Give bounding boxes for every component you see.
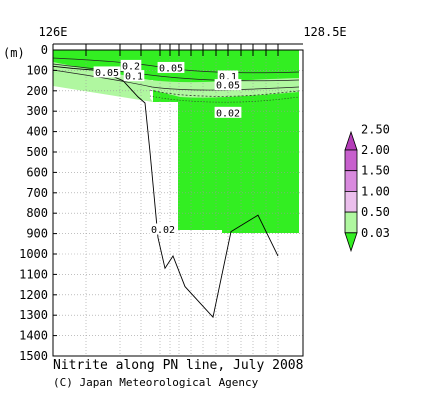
contour-label: 0.1 <box>219 72 237 83</box>
contour-label-bg <box>93 66 121 78</box>
contour-label: 0.02 <box>216 108 240 119</box>
colorbar-segment <box>344 149 358 172</box>
y-tick-label: 100 <box>26 63 48 77</box>
colorbar-label: 2.00 <box>361 143 390 157</box>
contour-label: 0.1 <box>125 72 143 83</box>
y-tick-label: 700 <box>26 186 48 200</box>
contour-label-bg <box>120 59 142 71</box>
contour-label: 0.05 <box>159 63 183 74</box>
plot-frame <box>52 49 304 357</box>
y-tick-label: 800 <box>26 206 48 220</box>
y-tick-label: 1200 <box>19 288 48 302</box>
colorbar-arrow-bottom <box>344 232 358 253</box>
contour-label: 0.2 <box>122 61 140 72</box>
contour-label-bg <box>214 106 242 118</box>
y-tick-label: 1300 <box>19 308 48 322</box>
contour-label-bg <box>214 79 242 91</box>
y-unit-label: (m) <box>3 46 25 60</box>
contour-label-bg <box>149 223 177 235</box>
colorbar-label: 1.00 <box>361 184 390 198</box>
top-axis-label-left: 126E <box>39 25 68 39</box>
colorbar-label: 0.03 <box>361 226 390 240</box>
y-tick-label: 200 <box>26 84 48 98</box>
y-tick-label: 1500 <box>19 349 48 363</box>
contour-0.02 <box>149 95 300 103</box>
colorbar-label: 1.50 <box>361 164 390 178</box>
contour-label-bg <box>123 70 145 82</box>
colorbar: 0.03 0.50 1.00 1.50 2.00 2.50 <box>344 122 390 253</box>
colorbar-segment <box>344 190 358 213</box>
y-tick-label: 300 <box>26 104 48 118</box>
y-tick-label: 900 <box>26 227 48 241</box>
colorbar-segment <box>344 211 358 234</box>
colorbar-label: 2.50 <box>361 122 390 136</box>
colorbar-arrow-top <box>344 130 358 151</box>
contour-label: 0.05 <box>216 81 240 92</box>
contour-0.1 <box>53 63 300 82</box>
region-shelf-lower <box>53 72 153 102</box>
y-tick-label: 500 <box>26 145 48 159</box>
contour-labels: 0.20.05 0.10.050.10.050.020.02 <box>93 59 242 236</box>
top-axis-label-right: 128.5E <box>303 25 346 39</box>
contour-0.05 <box>53 69 300 91</box>
y-tick-label: 0 <box>41 43 48 57</box>
credit-text: (C) Japan Meteorological Agency <box>53 376 259 389</box>
contour-0.05-b <box>149 89 300 97</box>
chart-title: Nitrite along PN line, July 2008 <box>53 358 304 373</box>
colorbar-segment <box>344 170 358 192</box>
contour-label: 0.05 <box>95 68 119 79</box>
colorbar-label: 0.50 <box>361 205 390 219</box>
y-tick-label: 600 <box>26 165 48 179</box>
contour-label: 0.02 <box>151 225 175 236</box>
contour-label-bg <box>157 61 185 73</box>
y-tick-label: 400 <box>26 125 48 139</box>
contour-label-bg <box>217 70 239 82</box>
top-axis: 126E 128.5E <box>39 25 347 45</box>
y-tick-label: 1400 <box>19 329 48 343</box>
y-tick-label: 1100 <box>19 267 48 281</box>
y-axis: 0 100 200 300 400 500 600 700 800 900 1000 1100 1200… <box>19 43 57 363</box>
grid-lines <box>52 50 303 356</box>
y-tick-label: 1000 <box>19 247 48 261</box>
